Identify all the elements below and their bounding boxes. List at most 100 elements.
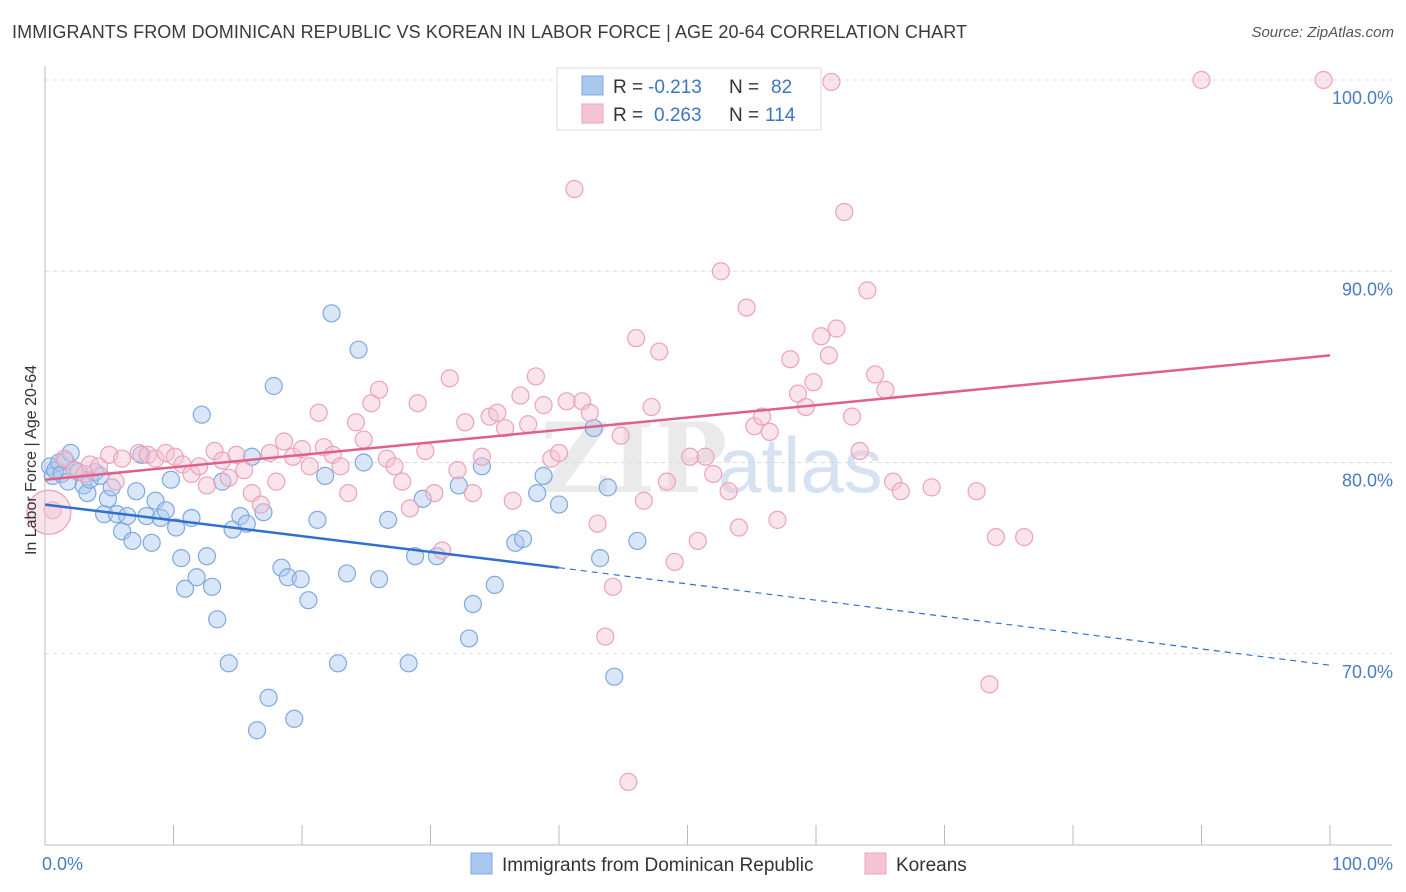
point-dominican-republic <box>472 457 491 476</box>
point-koreans <box>267 472 286 491</box>
grid-lines <box>45 79 1392 655</box>
point-koreans <box>526 367 545 386</box>
point-koreans <box>760 422 779 441</box>
point-koreans <box>393 472 412 491</box>
point-koreans <box>112 449 132 468</box>
point-koreans <box>55 449 74 468</box>
point-koreans <box>565 179 584 199</box>
point-dominican-republic <box>337 564 357 583</box>
point-dominican-republic <box>591 549 610 568</box>
point-dominican-republic <box>166 518 186 537</box>
point-koreans <box>106 472 125 491</box>
point-dominican-republic <box>534 466 553 485</box>
point-koreans <box>251 495 270 514</box>
point-dominican-republic <box>78 484 97 503</box>
point-dominican-republic <box>123 531 142 551</box>
point-koreans <box>967 482 986 501</box>
point-koreans <box>456 413 475 432</box>
stats-legend-n-label-blue: N = <box>729 77 759 98</box>
point-dominican-republic <box>628 531 647 551</box>
point-koreans <box>729 518 749 537</box>
point-koreans <box>416 441 435 461</box>
point-koreans <box>788 384 808 403</box>
point-koreans <box>883 472 903 491</box>
point-dominican-republic <box>172 549 191 568</box>
point-koreans <box>274 432 294 451</box>
point-koreans <box>400 499 420 518</box>
point-koreans <box>665 552 684 572</box>
point-koreans <box>866 365 885 384</box>
point-koreans <box>704 464 723 484</box>
point-dominican-republic <box>513 529 533 549</box>
points-dominican-republic <box>41 304 647 740</box>
point-koreans <box>309 403 328 422</box>
point-koreans <box>680 447 700 466</box>
point-dominican-republic <box>308 510 327 529</box>
point-koreans <box>642 397 661 417</box>
point-koreans <box>842 407 862 426</box>
point-dominican-republic <box>605 667 624 686</box>
point-dominican-republic <box>299 591 318 610</box>
point-koreans <box>737 298 756 317</box>
point-koreans <box>448 461 467 480</box>
point-koreans <box>205 441 224 461</box>
point-koreans <box>339 484 358 503</box>
point-koreans <box>511 386 530 405</box>
point-dominican-republic <box>459 629 479 648</box>
point-koreans <box>812 327 831 346</box>
point-dominican-republic <box>598 478 617 497</box>
chart-source: Source: ZipAtlas.com <box>1251 24 1394 41</box>
point-koreans <box>354 430 373 449</box>
point-koreans <box>1015 527 1034 547</box>
point-koreans <box>626 329 646 348</box>
legend-swatch-koreans <box>864 852 887 875</box>
point-koreans <box>781 350 800 369</box>
point-koreans <box>197 476 217 495</box>
point-dominican-republic <box>370 570 389 589</box>
point-koreans <box>346 413 366 432</box>
y-tick-label: 80.0% <box>1342 471 1393 491</box>
point-koreans <box>440 369 459 388</box>
point-koreans <box>619 772 638 791</box>
point-koreans <box>534 396 553 415</box>
point-koreans <box>650 342 669 361</box>
stats-legend-n-label-pink: N = <box>729 105 759 126</box>
point-dominican-republic <box>192 405 211 424</box>
stats-legend-n-value-blue: 82 <box>771 77 792 98</box>
point-dominican-republic <box>285 709 304 728</box>
trend-line-koreans <box>44 354 1331 481</box>
legend-swatch-dominican-republic <box>470 852 493 875</box>
point-koreans <box>711 262 731 281</box>
point-koreans <box>986 527 1006 547</box>
point-koreans <box>432 541 452 560</box>
point-koreans <box>719 482 738 501</box>
point-dominican-republic <box>208 610 227 629</box>
point-koreans <box>603 577 623 596</box>
point-dominican-republic <box>316 466 335 485</box>
trend-lines <box>44 354 1331 666</box>
point-koreans <box>129 443 148 463</box>
point-koreans <box>219 468 238 487</box>
point-koreans <box>385 457 404 476</box>
point-koreans <box>611 426 630 445</box>
watermark-zip: ZIP <box>540 402 727 515</box>
point-dominican-republic <box>328 654 348 673</box>
point-koreans <box>850 441 869 461</box>
point-koreans <box>156 443 175 463</box>
y-tick-label: 90.0% <box>1342 279 1393 299</box>
point-dominican-republic <box>463 594 483 614</box>
point-koreans <box>227 445 246 464</box>
point-dominican-republic <box>132 445 151 464</box>
point-dominican-republic <box>259 688 278 707</box>
point-koreans <box>503 491 522 510</box>
point-dominican-republic <box>98 489 118 508</box>
point-dominican-republic <box>399 654 418 673</box>
trend-line-dominican-republic <box>44 503 560 569</box>
axes <box>44 66 1392 846</box>
point-koreans <box>596 627 615 646</box>
point-koreans <box>377 449 396 468</box>
point-koreans <box>472 447 491 466</box>
point-dominican-republic <box>272 558 291 577</box>
point-dominican-republic <box>219 654 238 673</box>
